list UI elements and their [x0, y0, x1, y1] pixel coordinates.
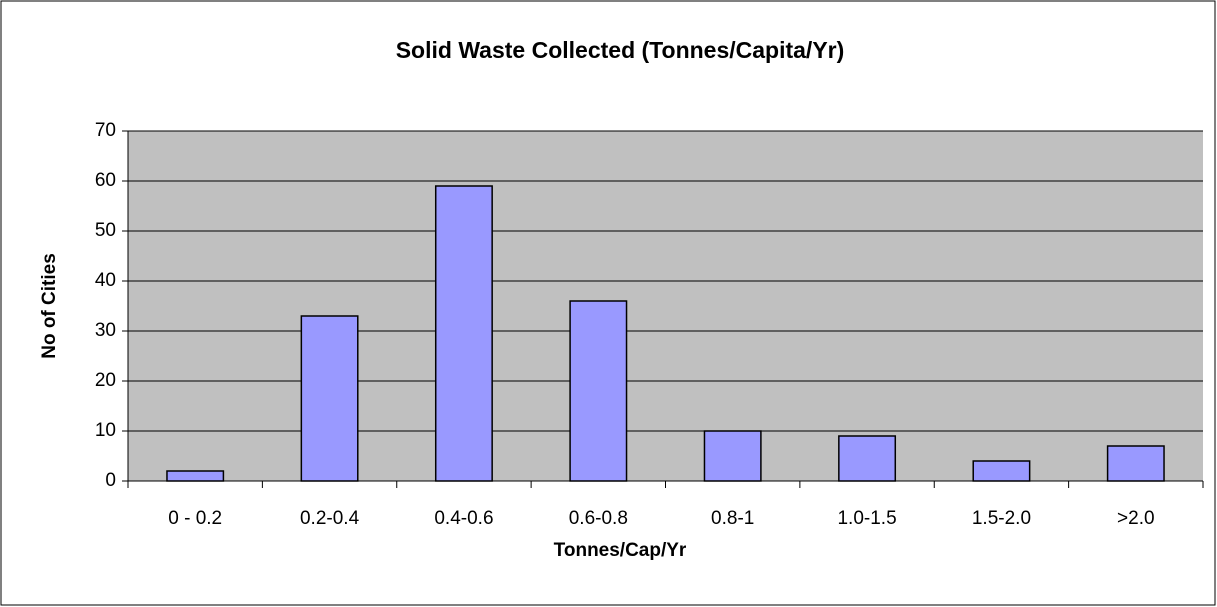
- bar: [434, 185, 493, 482]
- x-tick-label: 0.6-0.8: [569, 508, 628, 529]
- x-tick-label: 0.8-1: [711, 508, 754, 529]
- y-tick-label: 10: [95, 420, 116, 441]
- bar: [1106, 445, 1165, 482]
- x-axis-title: Tonnes/Cap/Yr: [554, 540, 687, 561]
- y-tick-label: 60: [95, 170, 116, 191]
- x-tick-label: 0.4-0.6: [434, 508, 493, 529]
- y-tick-label: 20: [95, 370, 116, 391]
- x-tick-label: 1.5-2.0: [972, 508, 1031, 529]
- x-tick-label: 0.2-0.4: [300, 508, 360, 529]
- x-tick-label: 0 - 0.2: [168, 508, 222, 529]
- bar: [569, 300, 628, 482]
- chart-title: Solid Waste Collected (Tonnes/Capita/Yr): [396, 37, 845, 63]
- y-tick-label: 70: [95, 120, 116, 141]
- y-axis-title: No of Cities: [39, 253, 60, 359]
- bar: [838, 435, 897, 482]
- x-tick-label: >2.0: [1117, 508, 1155, 529]
- bar: [166, 470, 225, 482]
- bar: [300, 315, 359, 482]
- bar: [703, 430, 762, 482]
- bar: [972, 460, 1031, 482]
- plot-area: [128, 131, 1203, 481]
- y-tick-label: 0: [105, 470, 116, 491]
- y-tick-label: 50: [95, 220, 116, 241]
- x-tick-label: 1.0-1.5: [837, 508, 896, 529]
- y-tick-label: 30: [95, 320, 116, 341]
- y-tick-label: 40: [95, 270, 116, 291]
